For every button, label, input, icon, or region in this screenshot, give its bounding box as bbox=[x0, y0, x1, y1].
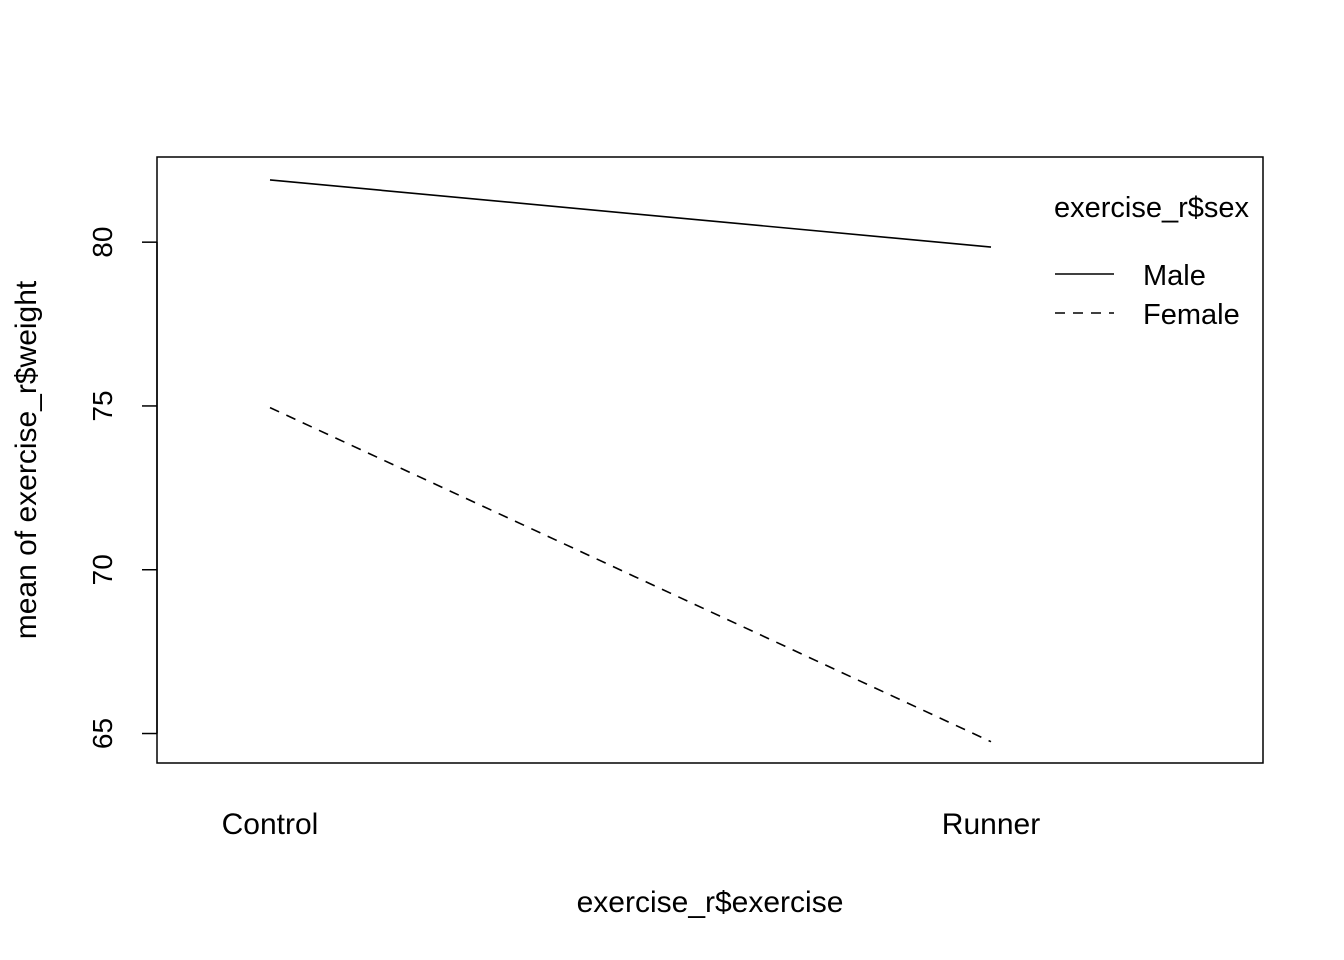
x-tick-label: Runner bbox=[942, 808, 1040, 841]
y-axis: 65 70 75 80 bbox=[87, 227, 158, 749]
y-tick-label: 80 bbox=[87, 227, 118, 258]
x-tick-label: Control bbox=[222, 808, 319, 841]
series-line-female bbox=[269, 406, 992, 743]
x-axis-labels: Control Runner bbox=[222, 808, 1041, 841]
y-tick-label: 75 bbox=[87, 390, 118, 421]
legend-label: Male bbox=[1143, 260, 1206, 292]
legend-label: Female bbox=[1143, 299, 1240, 331]
y-tick-label: 65 bbox=[87, 718, 118, 749]
legend-title: exercise_r$sex bbox=[1054, 192, 1250, 224]
x-axis-title: exercise_r$exercise bbox=[577, 886, 844, 919]
series-lines bbox=[269, 179, 992, 743]
y-tick-label: 70 bbox=[87, 554, 118, 585]
y-axis-title: mean of exercise_r$weight bbox=[10, 280, 43, 639]
legend: exercise_r$sex Male Female bbox=[1054, 192, 1250, 331]
legend-entries: Male Female bbox=[1055, 260, 1240, 331]
series-line-male bbox=[269, 179, 992, 248]
plot-frame bbox=[156, 156, 1264, 764]
